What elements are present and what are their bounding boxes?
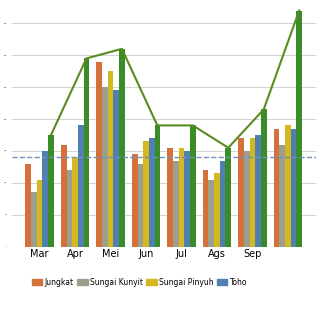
Bar <box>173 161 179 247</box>
Bar <box>108 71 113 247</box>
Bar <box>72 157 78 247</box>
Bar <box>208 180 214 247</box>
Bar <box>225 148 231 247</box>
Bar <box>67 170 72 247</box>
Bar <box>149 138 155 247</box>
Bar <box>261 109 267 247</box>
Bar <box>26 164 31 247</box>
Bar <box>132 154 138 247</box>
Bar <box>190 125 196 247</box>
Bar <box>43 151 48 247</box>
Bar <box>296 11 302 247</box>
Bar <box>37 180 43 247</box>
Bar <box>143 141 149 247</box>
Bar <box>48 135 54 247</box>
Bar <box>250 138 255 247</box>
Bar <box>285 125 291 247</box>
Bar <box>291 129 296 247</box>
Bar <box>78 125 84 247</box>
Bar <box>155 125 160 247</box>
Bar <box>255 135 261 247</box>
Bar <box>102 87 108 247</box>
Bar <box>167 148 173 247</box>
Bar <box>203 170 208 247</box>
Bar <box>214 173 220 247</box>
Bar <box>179 148 184 247</box>
Bar <box>220 161 225 247</box>
Bar <box>113 90 119 247</box>
Bar <box>138 164 143 247</box>
Bar <box>96 61 102 247</box>
Bar <box>238 138 244 247</box>
Bar <box>244 151 250 247</box>
Bar <box>184 151 190 247</box>
Bar <box>274 129 279 247</box>
Bar <box>119 49 125 247</box>
Bar <box>84 59 89 247</box>
Legend: Jungkat, Sungai Kunyit, Sungai Pinyuh, Toho: Jungkat, Sungai Kunyit, Sungai Pinyuh, T… <box>29 275 250 290</box>
Bar <box>279 145 285 247</box>
Bar <box>31 192 37 247</box>
Bar <box>61 145 67 247</box>
